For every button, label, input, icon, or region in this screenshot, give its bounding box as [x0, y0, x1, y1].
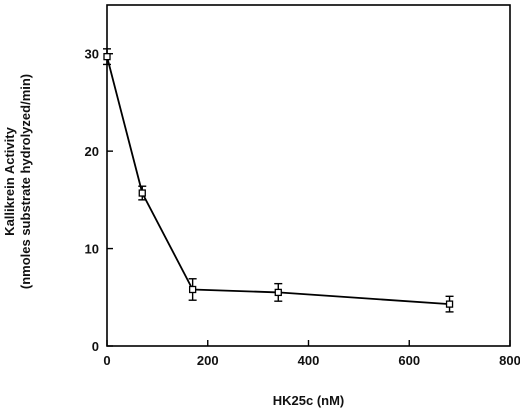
data-point	[103, 52, 111, 61]
x-axis-ticks: 0 200 400 600 800	[103, 340, 520, 368]
x-axis-label: HK25c (nM)	[273, 393, 345, 408]
y-axis-ticks: 0 10 20 30	[85, 47, 113, 354]
data-point	[188, 285, 197, 294]
y-tick-label: 30	[85, 47, 99, 62]
x-tick-label: 400	[298, 353, 320, 368]
y-tick-label: 20	[85, 144, 99, 159]
x-tick-label: 200	[197, 353, 219, 368]
data-point	[445, 300, 454, 308]
y-axis-label-line-1: Kallikrein Activity	[2, 126, 17, 235]
x-tick-label: 600	[398, 353, 420, 368]
data-series	[103, 48, 454, 313]
y-axis-label-line-2: (nmoles substrate hydrolyzed/min)	[18, 74, 33, 289]
x-tick-label: 0	[103, 353, 110, 368]
data-point	[274, 288, 282, 297]
x-tick-label: 800	[499, 353, 520, 368]
y-tick-label: 0	[92, 339, 99, 354]
y-tick-label: 10	[85, 242, 99, 257]
data-point	[138, 189, 146, 197]
series-line	[106, 56, 450, 306]
